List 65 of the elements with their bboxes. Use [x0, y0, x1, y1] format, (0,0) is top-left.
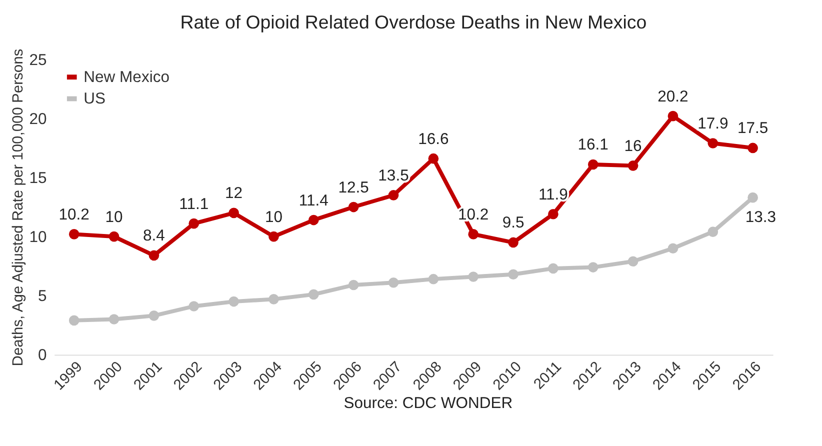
point: [588, 159, 598, 170]
data-label: 16.1: [578, 136, 608, 154]
legend-label: New Mexico: [84, 69, 170, 86]
point: [188, 218, 200, 229]
data-label: 10: [264, 208, 283, 226]
data-label: 17.5: [737, 120, 768, 138]
data-label: 12: [225, 185, 243, 202]
point: [588, 262, 598, 272]
data-label: 9.5: [502, 214, 524, 232]
point: [428, 274, 439, 284]
y-tick-label: 0: [38, 347, 47, 364]
point: [508, 237, 518, 248]
data-label: 11.1: [179, 196, 209, 213]
point: [388, 277, 399, 288]
point: [228, 296, 239, 307]
point: [228, 208, 239, 218]
point: [108, 314, 120, 324]
point: [268, 294, 279, 304]
data-label: 13.5: [378, 167, 410, 184]
data-label: 20.2: [658, 88, 688, 106]
point: [348, 280, 359, 290]
point: [468, 272, 479, 282]
y-axis-title: Deaths, Age Adjusted Rate per 100,000 Persons: [10, 48, 26, 366]
point: [388, 190, 399, 200]
point: [428, 153, 439, 164]
data-label: 13.3: [745, 209, 776, 226]
chart-title: Rate of Opioid Related Overdose Deaths in New Mexico: [180, 12, 647, 33]
point: [548, 263, 558, 274]
point: [348, 202, 359, 212]
y-tick-label: 15: [29, 170, 47, 187]
data-label: 10: [105, 208, 124, 226]
data-label: 12.5: [338, 179, 370, 196]
point: [468, 229, 479, 240]
point: [628, 256, 638, 267]
point: [108, 231, 120, 242]
data-label: 10.2: [58, 206, 90, 224]
source-note: Source: CDC WONDER: [344, 394, 513, 412]
point: [708, 138, 718, 148]
data-label: 11.4: [298, 192, 329, 210]
y-tick-label: 25: [29, 52, 47, 69]
point: [668, 110, 678, 122]
point: [308, 289, 319, 300]
point: [68, 229, 80, 240]
point: [548, 208, 558, 220]
point: [708, 226, 718, 237]
data-label: 16: [624, 138, 642, 155]
point: [148, 310, 160, 321]
point: [748, 142, 758, 154]
y-tick-label: 5: [38, 288, 47, 306]
point: [748, 192, 758, 203]
legend-label: US: [84, 90, 106, 108]
data-label: 16.6: [418, 130, 449, 148]
data-label: 8.4: [143, 228, 166, 245]
point: [148, 250, 160, 261]
point: [628, 160, 638, 171]
point: [68, 315, 80, 326]
point: [668, 243, 678, 254]
point: [188, 301, 200, 312]
data-label: 17.9: [698, 115, 728, 132]
point: [268, 231, 279, 242]
point: [508, 269, 518, 280]
y-tick-label: 20: [29, 110, 47, 128]
data-label: 11.9: [538, 186, 568, 204]
y-tick-label: 10: [29, 228, 47, 246]
point: [308, 214, 319, 226]
